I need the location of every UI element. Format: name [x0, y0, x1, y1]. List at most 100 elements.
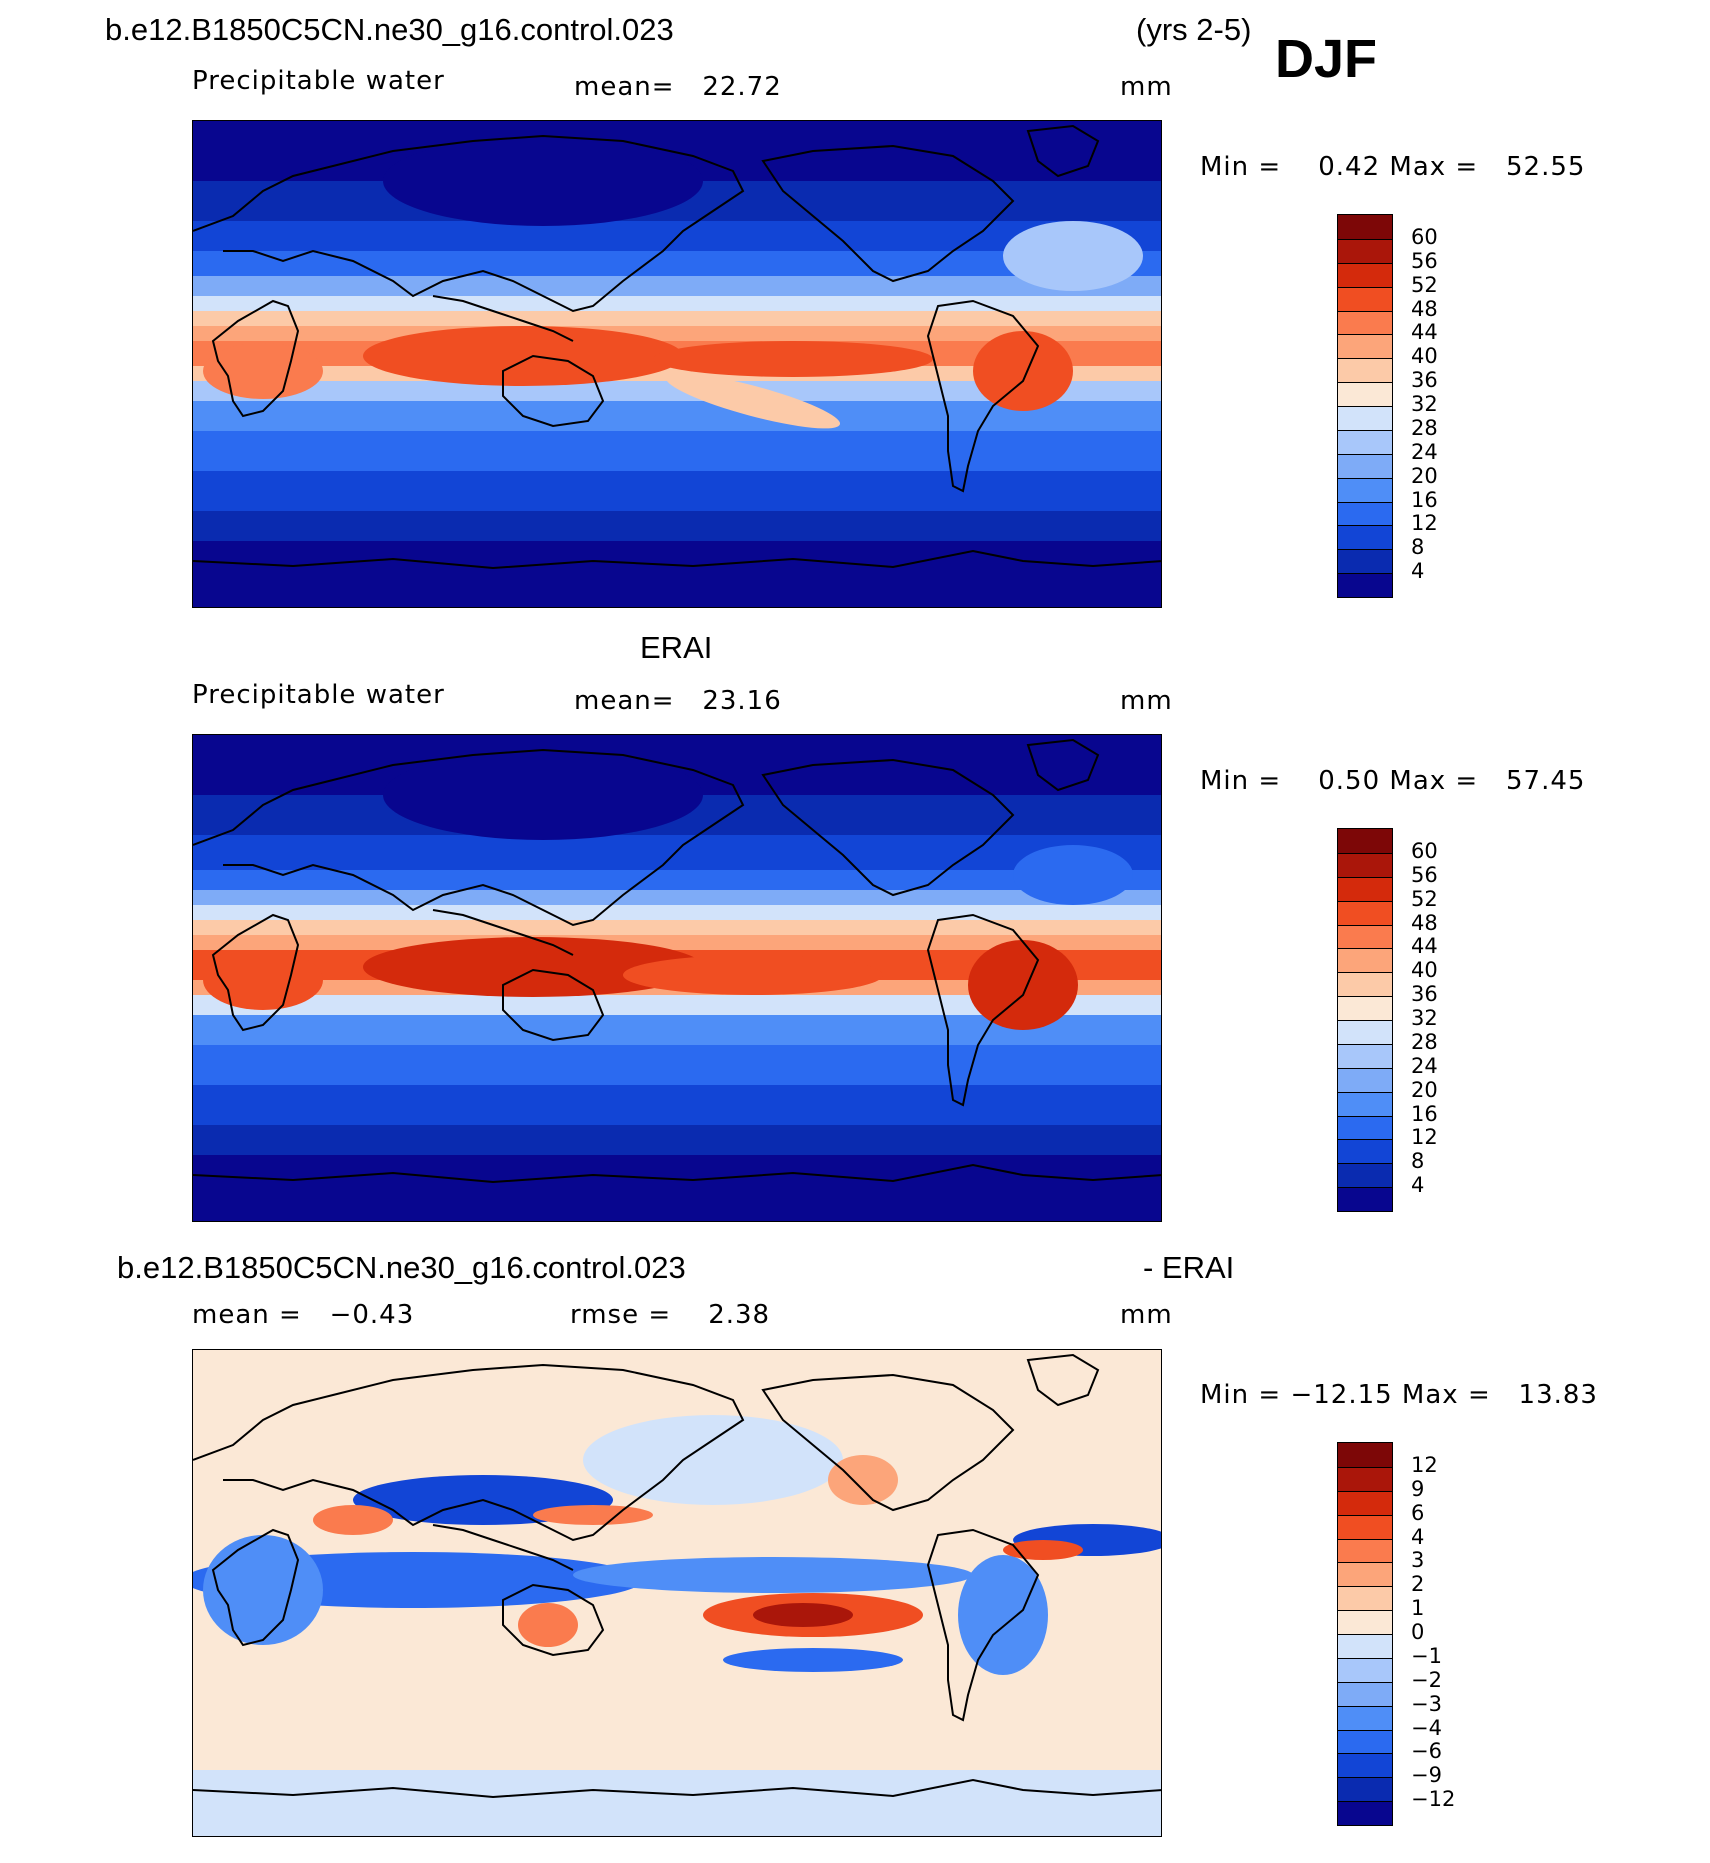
colorbar-segment: [1338, 1020, 1392, 1044]
australia-coastline: [502, 968, 605, 1042]
indonesia-coastline: [432, 909, 574, 956]
colorbar-segment: [1338, 948, 1392, 973]
panel2-map-svg: [193, 735, 1161, 1221]
panel3-units: mm: [1120, 1300, 1173, 1330]
colorbar-tick-label: 3: [1411, 1548, 1425, 1573]
band: [193, 920, 1161, 935]
indonesia-coastline: [432, 1524, 574, 1571]
band: [193, 276, 1161, 296]
colorbar-segment: [1338, 1657, 1392, 1682]
colorbar-segment: [1338, 1443, 1392, 1467]
colorbar-tick-label: 20: [1411, 463, 1438, 488]
colorbar-tick-label: 32: [1411, 1006, 1438, 1030]
colorbar-segment: [1338, 996, 1392, 1020]
colorbar-tick-label: 44: [1411, 934, 1438, 959]
colorbar-tick-label: 2: [1411, 1572, 1425, 1597]
colorbar-tick-label: 8: [1411, 535, 1425, 560]
colorbar-tick-label: 56: [1411, 248, 1438, 273]
colorbar-segment: [1338, 972, 1392, 997]
band: [193, 870, 1161, 890]
band: [193, 1085, 1161, 1125]
panel3-title-right: - ERAI: [1143, 1250, 1235, 1285]
eurasia-coastline: [193, 748, 745, 927]
south-america-coastline: [926, 299, 1040, 493]
colorbar-tick-label: 40: [1411, 344, 1438, 369]
colorbar-tick-label: 16: [1411, 1101, 1438, 1126]
colorbar-segment: [1338, 1801, 1392, 1825]
colorbar-segment: [1338, 1139, 1392, 1164]
colorbar-segment: [1338, 1043, 1392, 1068]
colorbar-tick-label: 52: [1411, 886, 1438, 911]
colorbar-tick-label: 36: [1411, 368, 1438, 393]
north-pacific-positive: [533, 1505, 653, 1525]
spcz-region: [665, 373, 841, 429]
panel1-variable: Precipitable water: [192, 66, 445, 96]
indonesia-coastline: [432, 295, 574, 342]
africa-coastline: [211, 913, 300, 1032]
case-title: b.e12.B1850C5CN.ne30_g16.control.023: [105, 12, 674, 47]
panel2-features: [203, 750, 1133, 1030]
south-america-coastline: [926, 913, 1040, 1107]
colorbar-segment: [1338, 262, 1392, 287]
colorbar-segment: [1338, 453, 1392, 478]
colorbar-segment: [1338, 429, 1392, 454]
colorbar-tick-label: −12: [1411, 1787, 1456, 1812]
pacific-itcz-region: [623, 955, 883, 995]
colorbar-segment: [1338, 215, 1392, 239]
colorbar-tick-label: −3: [1411, 1691, 1442, 1716]
colorbar-tick-label: 4: [1411, 1173, 1425, 1198]
colorbar-segment: [1338, 238, 1392, 263]
colorbar-tick-label: 28: [1411, 1029, 1438, 1054]
south-pacific-core-positive: [753, 1603, 853, 1627]
antarctica-coastline: [193, 549, 1161, 570]
panel3-map-svg: [193, 1350, 1161, 1836]
colorbar-segment: [1338, 501, 1392, 526]
north-america-coastline: [761, 1373, 1015, 1512]
band: [193, 296, 1161, 311]
atlantic-subtropics-region: [1013, 845, 1133, 905]
central-america-positive: [828, 1455, 898, 1505]
arabian-sea-positive: [313, 1505, 393, 1535]
colorbar-tick-label: 48: [1411, 910, 1438, 935]
warm-pool-region: [363, 326, 683, 386]
band: [193, 890, 1161, 905]
colorbar-segment: [1338, 1490, 1392, 1515]
colorbar-tick-label: 12: [1411, 1452, 1438, 1477]
band: [193, 541, 1161, 607]
band: [193, 1045, 1161, 1085]
equatorial-pacific-negative: [573, 1557, 973, 1593]
south-america-coastline: [926, 1528, 1040, 1722]
colorbar-tick-label: 9: [1411, 1476, 1425, 1501]
band: [193, 1125, 1161, 1155]
panel2-minmax: Min = 0.50 Max = 57.45: [1200, 766, 1586, 796]
colorbar-tick-label: −2: [1411, 1667, 1442, 1692]
colorbar-tick-label: −4: [1411, 1715, 1442, 1740]
antarctica-coastline: [193, 1163, 1161, 1184]
colorbar-segment: [1338, 852, 1392, 877]
colorbar-segment: [1338, 525, 1392, 550]
colorbar-segment: [1338, 1705, 1392, 1730]
band: [193, 311, 1161, 326]
colorbar-tick-label: 60: [1411, 838, 1438, 863]
colorbar-segment: [1338, 1562, 1392, 1587]
australia-coastline: [502, 354, 605, 428]
colorbar-tick-label: 52: [1411, 272, 1438, 297]
colorbar-segment: [1338, 1466, 1392, 1491]
panel1-features: [203, 136, 1143, 429]
band: [193, 835, 1161, 870]
africa-coastline: [211, 299, 300, 418]
colorbar-tick-label: 0: [1411, 1620, 1425, 1644]
colorbar-segment: [1338, 573, 1392, 597]
panel1-colorbar: [1337, 214, 1393, 598]
australia-coastline: [502, 1583, 605, 1657]
colorbar-segment: [1338, 829, 1392, 853]
north-america-coastline: [761, 144, 1015, 283]
south-america-negative: [958, 1555, 1048, 1675]
colorbar-segment: [1338, 1729, 1392, 1754]
colorbar-tick-label: 4: [1411, 559, 1425, 584]
greenland-coastline: [1026, 124, 1100, 178]
colorbar-tick-label: 44: [1411, 320, 1438, 345]
colorbar-tick-label: 40: [1411, 958, 1438, 983]
africa-region: [203, 343, 323, 399]
colorbar-segment: [1338, 310, 1392, 335]
